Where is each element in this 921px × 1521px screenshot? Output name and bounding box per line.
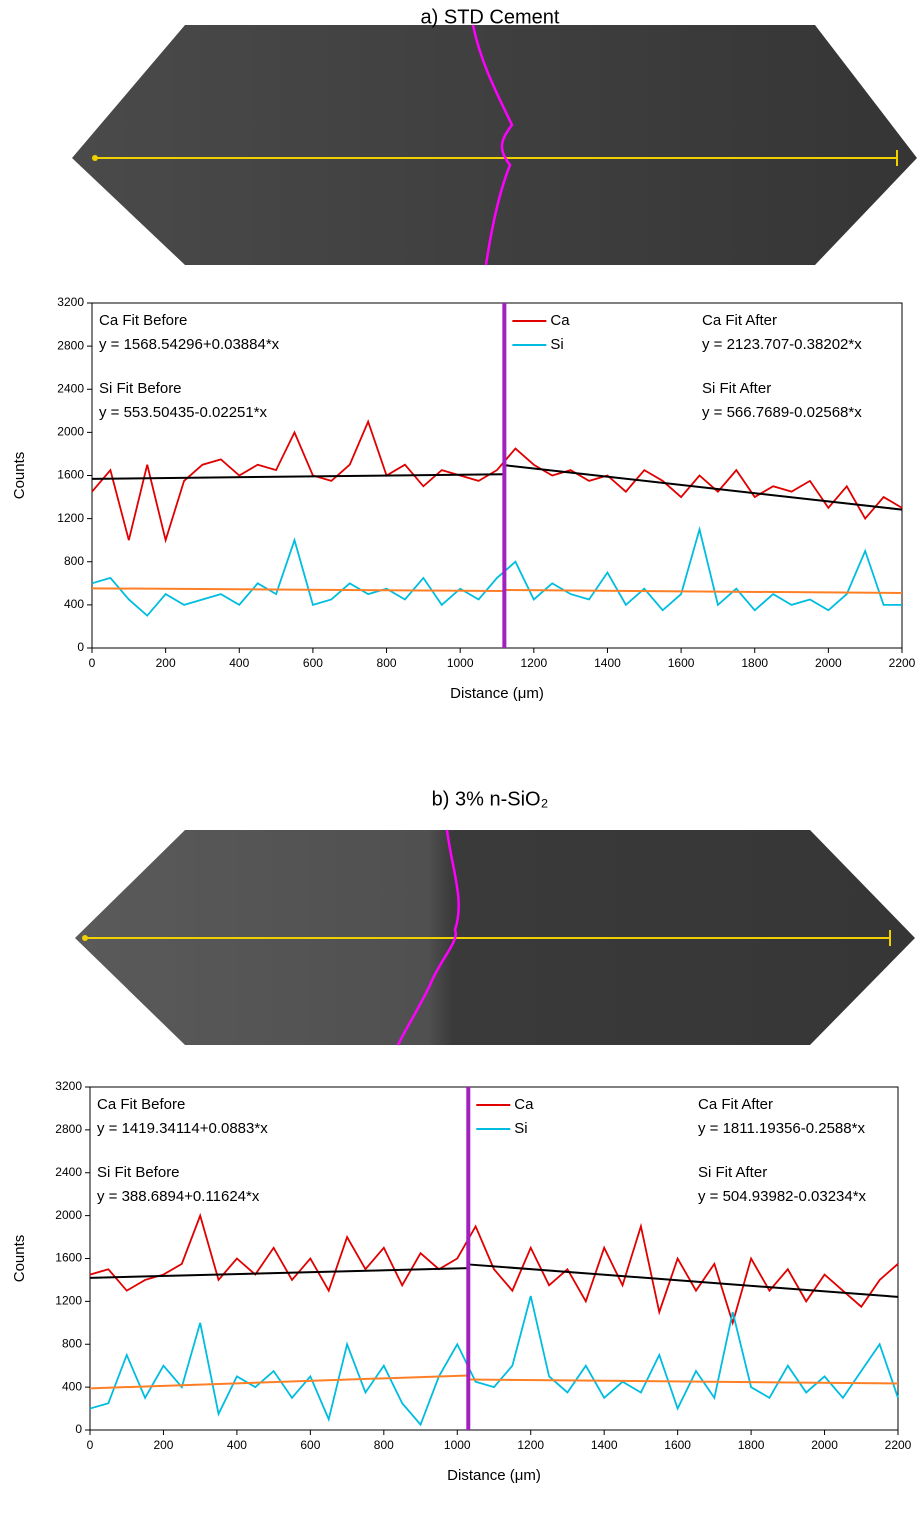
x-tick-label: 1200 xyxy=(520,656,547,670)
fit-equation: y = 1811.19356-0.2588*x xyxy=(698,1120,865,1137)
y-tick-label: 2800 xyxy=(57,338,84,352)
x-tick-label: 800 xyxy=(377,656,397,670)
y-tick-label: 800 xyxy=(64,554,84,568)
y-tick-label: 0 xyxy=(75,1422,82,1436)
fit-line xyxy=(504,588,903,594)
fit-equation: y = 2123.707-0.38202*x xyxy=(702,336,862,353)
y-tick-label: 3200 xyxy=(55,1079,82,1093)
y-tick-label: 1600 xyxy=(57,468,84,482)
fit-label: Ca Fit Before xyxy=(99,312,187,329)
x-tick-label: 1400 xyxy=(591,1438,618,1452)
sem-image-a xyxy=(72,24,917,266)
data-line xyxy=(89,1295,899,1427)
fit-line xyxy=(89,1374,469,1390)
x-tick-label: 200 xyxy=(156,656,176,670)
y-axis-label: Counts xyxy=(11,1235,28,1283)
fit-label: Ca Fit After xyxy=(698,1096,773,1113)
fit-line xyxy=(89,1267,469,1279)
y-tick-label: 1600 xyxy=(55,1251,82,1265)
x-tick-label: 800 xyxy=(374,1438,394,1452)
x-axis-label: Distance (μm) xyxy=(447,1467,541,1484)
x-tick-label: 2000 xyxy=(811,1438,838,1452)
x-tick-label: 1600 xyxy=(664,1438,691,1452)
data-line xyxy=(91,525,902,617)
y-tick-label: 400 xyxy=(64,597,84,611)
x-tick-label: 1400 xyxy=(594,656,621,670)
fit-label: Ca Fit Before xyxy=(97,1096,185,1113)
fit-label: Ca Fit After xyxy=(702,312,777,329)
y-tick-label: 3200 xyxy=(57,295,84,309)
y-axis-label: Counts xyxy=(11,452,28,500)
x-tick-label: 400 xyxy=(227,1438,247,1452)
fit-label: Si Fit Before xyxy=(97,1164,180,1181)
fit-line xyxy=(468,1378,899,1385)
x-tick-label: 600 xyxy=(303,656,323,670)
x-tick-label: 1800 xyxy=(741,656,768,670)
fit-line xyxy=(91,587,505,593)
fit-line xyxy=(504,464,903,511)
fit-equation: y = 566.7689-0.02568*x xyxy=(702,404,862,421)
x-tick-label: 200 xyxy=(153,1438,173,1452)
y-tick-label: 2000 xyxy=(55,1208,82,1222)
x-tick-label: 600 xyxy=(300,1438,320,1452)
fit-equation: y = 1568.54296+0.03884*x xyxy=(99,336,280,353)
fit-equation: y = 504.93982-0.03234*x xyxy=(698,1188,867,1205)
fit-equation: y = 388.6894+0.11624*x xyxy=(97,1188,260,1205)
x-tick-label: 1200 xyxy=(517,1438,544,1452)
fit-label: Si Fit Before xyxy=(99,380,182,397)
x-tick-label: 2200 xyxy=(885,1438,912,1452)
chart-title: b) 3% n-SiO₂ xyxy=(432,788,549,810)
chart-title: a) STD Cement xyxy=(421,6,560,28)
y-tick-label: 1200 xyxy=(57,511,84,525)
x-tick-label: 1000 xyxy=(444,1438,471,1452)
x-tick-label: 0 xyxy=(87,1438,94,1452)
fit-label: Si Fit After xyxy=(698,1164,767,1181)
fit-label: Si Fit After xyxy=(702,380,771,397)
y-tick-label: 2800 xyxy=(55,1122,82,1136)
sem-image-b xyxy=(75,829,915,1046)
x-tick-label: 2000 xyxy=(815,656,842,670)
y-tick-label: 2400 xyxy=(57,381,84,395)
fit-equation: y = 1419.34114+0.0883*x xyxy=(97,1120,268,1137)
legend-label: Si xyxy=(550,336,563,353)
legend-label: Si xyxy=(514,1120,527,1137)
y-tick-label: 400 xyxy=(62,1379,82,1393)
fit-line xyxy=(468,1263,899,1298)
data-line xyxy=(89,1212,899,1326)
y-tick-label: 0 xyxy=(77,640,84,654)
y-tick-label: 800 xyxy=(62,1336,82,1350)
y-tick-label: 2400 xyxy=(55,1165,82,1179)
x-axis-label: Distance (μm) xyxy=(450,685,544,702)
fit-line xyxy=(91,473,505,480)
data-line xyxy=(91,419,903,544)
legend-label: Ca xyxy=(550,312,570,329)
x-tick-label: 1800 xyxy=(738,1438,765,1452)
x-tick-label: 0 xyxy=(89,656,96,670)
x-tick-label: 2200 xyxy=(889,656,916,670)
y-tick-label: 1200 xyxy=(55,1294,82,1308)
plot-frame xyxy=(89,1086,899,1431)
plot-frame xyxy=(91,302,903,649)
x-tick-label: 1000 xyxy=(447,656,474,670)
legend-label: Ca xyxy=(514,1096,534,1113)
x-tick-label: 1600 xyxy=(668,656,695,670)
y-tick-label: 2000 xyxy=(57,425,84,439)
x-tick-label: 400 xyxy=(229,656,249,670)
fit-equation: y = 553.50435-0.02251*x xyxy=(99,404,268,421)
